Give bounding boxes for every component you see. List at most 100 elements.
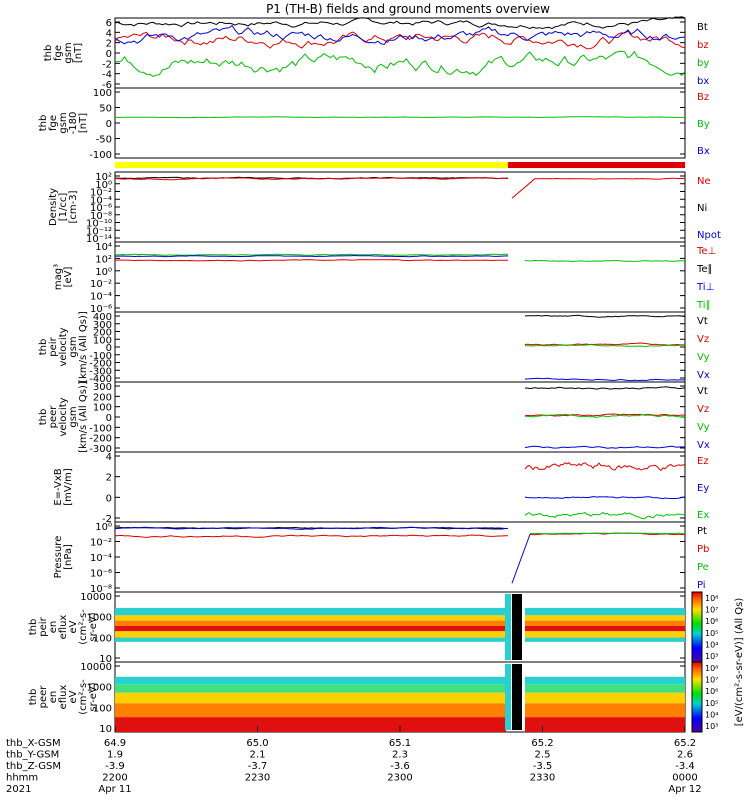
trace-pi xyxy=(115,526,509,530)
y-tick-label: -100 xyxy=(89,351,112,362)
colorbar-tick-label: 10⁷ xyxy=(705,606,718,615)
y-tick-label: 10⁻⁸ xyxy=(90,584,112,595)
y-axis-label-line: sr-eV) xyxy=(88,682,99,711)
legend-ni: Ni xyxy=(697,203,707,214)
y-axis-label-line: sr-eV) xyxy=(88,612,99,641)
legend-ti⊥: Ti⊥ xyxy=(696,282,714,293)
y-axis-label-line: [1/cc] xyxy=(58,193,69,222)
trace-pe xyxy=(529,532,686,535)
y-tick-label: 300 xyxy=(93,382,112,393)
y-tick-label: 50 xyxy=(99,104,112,115)
y-axis-label: thb peir en eflux eV (cm²-s-sr-eV) xyxy=(28,609,99,645)
colorbar-tick-label: 10³ xyxy=(705,722,718,731)
status-bar-slow xyxy=(115,162,508,168)
x-footer-value: 2.3 xyxy=(392,750,408,761)
y-tick-label: 10⁰ xyxy=(95,267,112,278)
trace-ex xyxy=(524,511,685,520)
panel-frame xyxy=(114,241,686,313)
legend-vy: Vy xyxy=(697,422,710,433)
trace-pi-ramp xyxy=(511,534,531,584)
y-axis-label-line: gsm xyxy=(58,112,69,133)
y-tick-label: 10⁻² xyxy=(90,538,112,549)
panel-7: 4 2 0 -2 E=-VxB [mV/m] Ez Ey Ex xyxy=(53,451,709,525)
status-bar-fast xyxy=(508,162,685,168)
panel-frame xyxy=(114,171,686,243)
legend-ti∥: Ti∥ xyxy=(696,300,711,311)
y-axis-label-line: Density xyxy=(48,188,59,226)
y-tick-label: 200 xyxy=(93,328,112,339)
y-axis-label-line: (cm²-s- xyxy=(78,609,89,645)
spectrogram-band xyxy=(525,692,685,704)
trace-ti-perp xyxy=(115,254,509,258)
colorbar-label-text: [eV/(cm²-s-sr-eV)] (All Qs) xyxy=(734,598,745,727)
colorbar-tick-label: 10³ xyxy=(705,652,718,661)
y-tick-label: -200 xyxy=(89,434,112,445)
y-tick-label: 300 xyxy=(93,320,112,331)
y-axis-label-line: fge xyxy=(48,115,59,131)
y-tick-label: 1000 xyxy=(87,613,112,624)
y-axis-label-line: mag³ xyxy=(53,264,64,290)
legend-bt: Bt xyxy=(697,22,708,33)
y-tick-label: 10000 xyxy=(80,662,112,673)
y-axis-label-line: eflux xyxy=(58,615,69,640)
spectrogram-gap xyxy=(512,594,522,660)
x-footer-value: 2.6 xyxy=(677,750,693,761)
y-tick-label: -100 xyxy=(89,423,112,434)
colorbar-2: 10⁸ 10⁷ 10⁶ 10⁵ 10⁴ 10³ xyxy=(691,661,718,733)
trace-ti-par xyxy=(114,253,509,256)
x-footer-row-label: hhmm xyxy=(6,773,38,784)
x-footer-value: -3.9 xyxy=(105,761,125,772)
trace-vx xyxy=(524,377,686,382)
legend-pi: Pi xyxy=(697,580,706,591)
colorbar-tick-label: 10⁷ xyxy=(705,676,718,685)
y-tick-label: -300 xyxy=(89,366,112,377)
y-tick-label: 6 xyxy=(106,18,112,29)
spectrogram-band xyxy=(525,631,685,638)
y-tick-label: 4 xyxy=(106,452,112,463)
y-tick-label: 10 xyxy=(99,654,112,665)
y-tick-label: 0 xyxy=(106,343,112,354)
y-axis-label-line: thb xyxy=(38,115,49,132)
y-axis-label-line: gsm xyxy=(68,336,79,357)
spectrogram-band xyxy=(115,625,506,632)
spectrogram-band xyxy=(525,607,685,616)
panel-8: 10⁰ 10⁻² 10⁻⁴ 10⁻⁶ 10⁻⁸ Pressure [nPa] Pt Pb Pe Pi xyxy=(53,521,709,595)
y-axis-label-line: [nPa] xyxy=(63,544,74,570)
trace-bz xyxy=(114,30,686,50)
y-axis-label: Density [1/cc] [cm-3] xyxy=(48,188,79,226)
x-footer-value: Apr 11 xyxy=(98,784,131,795)
y-tick-label: 10⁻⁸ xyxy=(90,211,112,222)
spectrogram-band xyxy=(525,684,685,693)
trace-vt xyxy=(524,314,686,318)
y-tick-label: -100 xyxy=(89,150,112,161)
y-axis-label-line: gsm xyxy=(63,42,74,63)
y-tick-label: 10000 xyxy=(80,592,112,603)
spectrogram-gap-edge xyxy=(505,594,511,660)
x-footer-value: 64.9 xyxy=(104,738,126,749)
panel-frame xyxy=(114,521,686,593)
legend-ey: Ey xyxy=(697,483,709,494)
panel-2: 100 50 0 -50 -100 thb fge gsm -180 [nT] Bz By Bx xyxy=(38,87,710,161)
y-tick-label: 10⁰ xyxy=(95,180,112,191)
y-axis-label-line: thb xyxy=(28,619,39,636)
legend-pe: Pe xyxy=(697,562,709,573)
y-axis-label-line: eV xyxy=(68,690,79,703)
y-axis-label: thb peer velocity gsm [km/s (All Qs)] xyxy=(38,381,89,453)
y-axis-label: Pressure [nPa] xyxy=(53,536,74,579)
colorbar-tick-label: 10⁴ xyxy=(705,640,718,649)
y-tick-label: 100 xyxy=(93,703,112,714)
x-footer-row-label: thb_X-GSM xyxy=(6,738,61,749)
trace-by xyxy=(114,116,686,119)
y-tick-label: 10⁻⁶ xyxy=(90,304,112,315)
spectrogram-band xyxy=(525,620,685,626)
spectrogram-band xyxy=(525,676,685,685)
y-axis-label-line: E=-VxB xyxy=(53,468,64,505)
y-tick-label: 10⁻¹² xyxy=(86,226,112,237)
y-axis-label-line: peir xyxy=(38,616,49,636)
y-axis-label-line: [nT] xyxy=(78,113,89,133)
legend-by: By xyxy=(697,119,710,130)
